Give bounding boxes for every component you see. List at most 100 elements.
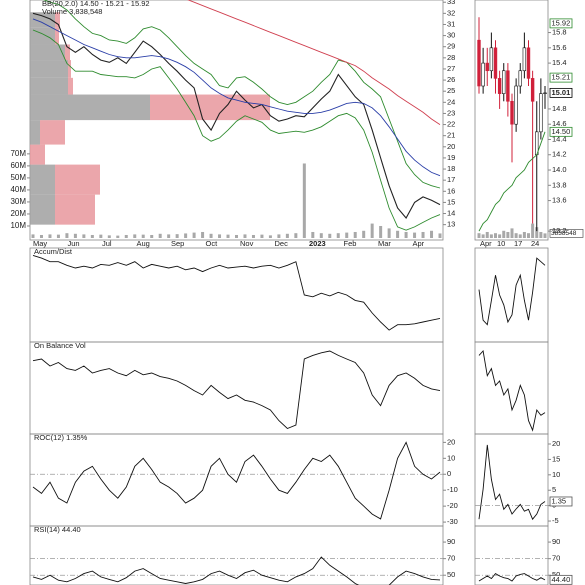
y-tick-label: 50 [447, 570, 455, 579]
y-tick-label: 14 [447, 209, 455, 218]
marker-label: 15.92 [552, 18, 571, 27]
y-tick-label: 29 [447, 42, 455, 51]
volume-bar [175, 234, 179, 238]
vbp-up [30, 44, 65, 61]
series-line [32, 18, 441, 177]
y-tick-label: 5 [552, 485, 556, 494]
volume-bar [345, 232, 349, 238]
y-tick-label: 15 [552, 454, 560, 463]
marker-label: 3838548 [551, 230, 577, 237]
series-line [478, 131, 546, 232]
marker-box [549, 126, 573, 137]
volume-bar [430, 230, 434, 238]
volume-bar [387, 228, 391, 238]
x-tick-label: 24 [531, 239, 539, 248]
panel-label: RSI(14) 44.40 [34, 525, 81, 534]
volume-bar [481, 234, 485, 238]
panel-frame [29, 247, 444, 343]
volume-bar [485, 231, 489, 238]
volume-bar [502, 230, 506, 238]
y-tick-label: -30 [447, 517, 458, 526]
y-tick-label: 20 [447, 437, 455, 446]
candle-body [481, 62, 485, 87]
y-tick-label: 15.8 [552, 28, 567, 37]
vbp-up [30, 94, 150, 121]
y-tick-label: 20 [447, 142, 455, 151]
panel-label: On Balance Vol [34, 341, 86, 350]
volume-bar [243, 234, 247, 238]
volume-bar [56, 234, 60, 238]
x-tick-label: Apr [480, 239, 492, 248]
panel-frame [474, 247, 549, 343]
y-tick-label: 14.6 [552, 119, 567, 128]
vbp-up [30, 27, 55, 45]
volume-bar [141, 234, 145, 238]
x-tick-label: Feb [344, 239, 357, 248]
candle-body [485, 62, 489, 72]
volume-bar [543, 233, 547, 238]
series-line [43, 0, 441, 189]
y-tick-label: 15 [447, 197, 455, 206]
y-tick-label: 31 [447, 19, 455, 28]
x-tick-label: 17 [514, 239, 522, 248]
candle-body [493, 47, 498, 79]
volume-bar [336, 233, 340, 238]
volume-bar [158, 233, 162, 238]
candle-body [518, 70, 522, 87]
marker-box [549, 574, 573, 585]
y-tick-label: 26 [447, 75, 455, 84]
volume-bar [421, 231, 425, 238]
y-tick-label: 50 [552, 570, 560, 579]
candle-body [477, 39, 481, 87]
marker-label: 1.35 [552, 496, 567, 505]
volume-bar [510, 228, 514, 238]
candle-body [514, 85, 518, 125]
volume-bar [192, 232, 196, 238]
vbp-down [55, 27, 59, 45]
volume-bar [133, 234, 137, 238]
candle-body [530, 78, 535, 102]
volume-bar [404, 231, 408, 238]
candle-body [543, 92, 547, 94]
panel-frame [474, 525, 549, 585]
series-line [187, 0, 441, 125]
vbp-up [30, 77, 68, 95]
volume-bar [65, 233, 69, 238]
y-tick-label: 22 [447, 120, 455, 129]
volume-bar [150, 234, 154, 238]
vbp-down [65, 44, 70, 61]
y-tick-label: 0 [447, 469, 451, 478]
panel-label: ROC(12) 1.35% [34, 433, 88, 442]
vbp-up [30, 60, 68, 78]
y-tick-label: 17 [447, 175, 455, 184]
volume-bar [328, 233, 332, 238]
candle-body [539, 93, 543, 133]
vbp-down [150, 94, 270, 121]
volume-bar [535, 227, 539, 238]
series-line [32, 29, 441, 231]
volume-bar [218, 234, 222, 238]
marker-label: 44.40 [552, 575, 571, 584]
volume-bar [107, 235, 111, 238]
volume-tick-label: 30M [10, 197, 26, 206]
y-tick-label: 25 [447, 86, 455, 95]
vbp-down [55, 194, 95, 225]
series-line [32, 350, 441, 430]
vbp-up [30, 194, 55, 225]
series-line [478, 444, 546, 521]
marker-box [549, 496, 573, 507]
volume-bar [124, 234, 128, 238]
y-tick-label: 13.6 [552, 196, 567, 205]
volume-bar [518, 234, 522, 238]
marker-box [549, 87, 573, 98]
volume-bar [539, 231, 543, 238]
volume-bar [251, 234, 255, 238]
y-tick-label: 16 [447, 186, 455, 195]
volume-tick-label: 60M [10, 161, 26, 170]
volume-bar [82, 234, 86, 238]
volume-tick-label: 70M [10, 149, 26, 158]
series-line [478, 257, 546, 326]
volume-bar [277, 234, 281, 238]
y-tick-label: 21 [447, 131, 455, 140]
volume-bar [319, 233, 323, 238]
